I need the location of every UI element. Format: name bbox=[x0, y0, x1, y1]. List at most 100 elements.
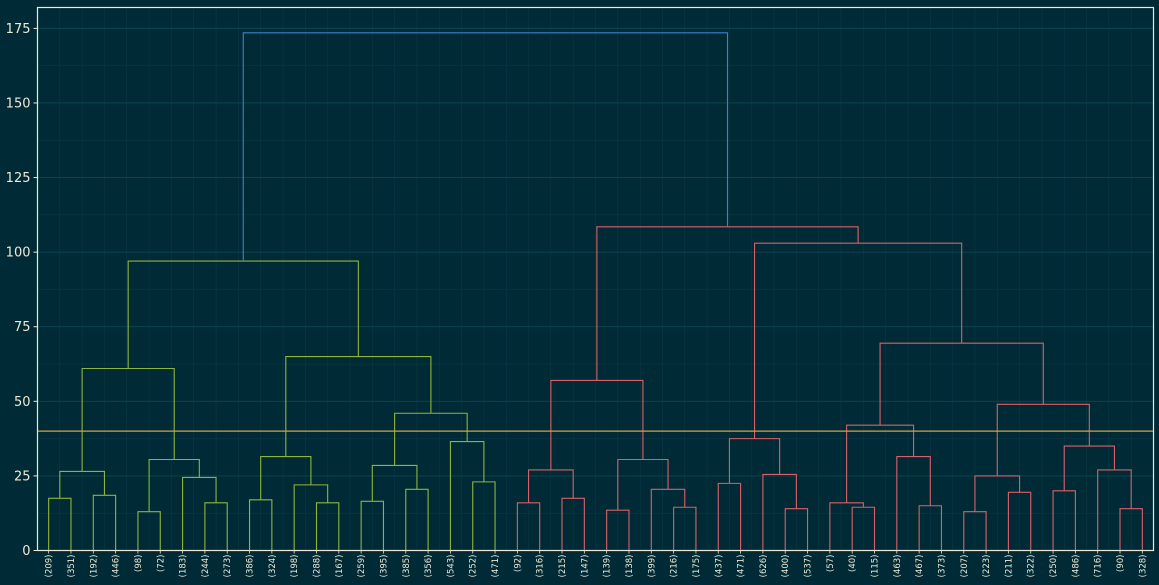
dendrogram-link bbox=[148, 458, 200, 512]
leaf-label: (244) bbox=[201, 555, 211, 578]
dendrogram-link bbox=[762, 473, 797, 551]
leaf-label: (183) bbox=[179, 555, 189, 578]
y-tick-label: 75 bbox=[14, 320, 31, 335]
y-tick-label: 150 bbox=[6, 96, 31, 111]
leaf-label: (259) bbox=[357, 555, 367, 578]
leaf-label: (223) bbox=[982, 555, 992, 578]
dendrogram-link bbox=[846, 424, 915, 503]
dendrogram-link bbox=[650, 488, 686, 551]
leaf-label: (356) bbox=[424, 555, 434, 578]
dendrogram-link bbox=[127, 260, 359, 369]
leaf-label: (373) bbox=[937, 555, 947, 578]
dendrogram-link bbox=[260, 455, 312, 500]
leaf-label: (198) bbox=[290, 555, 300, 578]
leaf-label: (215) bbox=[558, 555, 568, 578]
dendrogram-link bbox=[81, 367, 175, 472]
dendrogram-link bbox=[360, 500, 385, 551]
dendrogram-link bbox=[204, 502, 228, 551]
x-axis: (209) (351) (192) (446) (98) (72) (183) (244) (2… bbox=[45, 550, 1148, 578]
dendrogram-link bbox=[285, 356, 432, 457]
dendrogram-link bbox=[449, 441, 485, 551]
leaf-label: (395) bbox=[379, 555, 389, 578]
leaf-label: (463) bbox=[893, 555, 903, 578]
leaf-label: (322) bbox=[1027, 555, 1037, 578]
leaf-label: (324) bbox=[268, 555, 278, 578]
dendrogram-link bbox=[315, 502, 340, 551]
dendrogram-link bbox=[394, 412, 468, 466]
leaf-label: (626) bbox=[759, 555, 769, 578]
leaf-label: (273) bbox=[223, 555, 233, 578]
dendrogram-link bbox=[405, 488, 429, 551]
leaf-label: (211) bbox=[1004, 554, 1014, 577]
dendrogram-link bbox=[896, 455, 931, 551]
leaf-label: (138) bbox=[625, 555, 635, 578]
leaf-label: (192) bbox=[89, 555, 99, 578]
y-tick-label: 125 bbox=[6, 171, 31, 186]
leaf-label: (40) bbox=[848, 555, 858, 572]
dendrogram-link bbox=[1052, 490, 1076, 551]
dendrogram-link bbox=[728, 438, 781, 484]
leaf-label: (446) bbox=[112, 555, 122, 578]
dendrogram-link bbox=[182, 476, 217, 551]
leaf-label: (437) bbox=[714, 555, 724, 578]
leaf-label: (92) bbox=[513, 555, 523, 572]
leaf-label: (147) bbox=[580, 555, 590, 578]
y-axis: 0 25 50 75 100 125 150 175 bbox=[6, 22, 38, 559]
dendrogram-link bbox=[293, 484, 329, 551]
dendrogram-link bbox=[879, 342, 1044, 426]
dendrogram-link bbox=[606, 509, 630, 551]
leaf-label: (209) bbox=[45, 555, 55, 578]
y-tick-label: 50 bbox=[14, 395, 31, 410]
leaf-label: (543) bbox=[446, 555, 456, 578]
leaf-label: (351) bbox=[67, 555, 77, 578]
leaf-label: (328) bbox=[1138, 555, 1148, 578]
dendrogram-link bbox=[829, 502, 864, 551]
leaf-label: (288) bbox=[313, 555, 323, 578]
leaf-label: (139) bbox=[603, 555, 613, 578]
y-tick-label: 0 bbox=[22, 544, 30, 559]
plot-frame bbox=[36, 6, 1155, 552]
dendrogram-link bbox=[1097, 469, 1132, 551]
leaf-label: (115) bbox=[871, 555, 881, 578]
dendrogram-links bbox=[48, 32, 1143, 551]
dendrogram-link bbox=[242, 32, 729, 262]
leaf-label: (72) bbox=[156, 555, 166, 572]
leaf-label: (537) bbox=[804, 555, 814, 578]
leaf-label: (471) bbox=[491, 555, 501, 578]
y-tick-label: 175 bbox=[6, 22, 31, 37]
leaf-label: (167) bbox=[335, 555, 345, 578]
leaf-label: (399) bbox=[647, 555, 657, 578]
leaf-label: (400) bbox=[781, 555, 791, 578]
dendrogram-link bbox=[59, 470, 106, 499]
y-tick-label: 25 bbox=[14, 469, 31, 484]
grid bbox=[37, 7, 1154, 551]
dendrogram-link bbox=[617, 458, 669, 511]
dendrogram-link bbox=[1119, 508, 1143, 551]
dendrogram-link bbox=[784, 508, 809, 551]
leaf-label: (207) bbox=[960, 555, 970, 578]
leaf-label: (216) bbox=[670, 555, 680, 578]
leaf-label: (486) bbox=[1071, 555, 1081, 578]
leaf-label: (252) bbox=[469, 555, 479, 578]
leaf-label: (98) bbox=[134, 555, 144, 572]
leaf-label: (467) bbox=[915, 555, 925, 578]
leaf-label: (57) bbox=[826, 555, 836, 572]
leaf-label: (316) bbox=[536, 555, 546, 578]
leaf-label: (471) bbox=[737, 555, 747, 578]
dendrogram-link bbox=[1063, 445, 1115, 491]
y-tick-label: 100 bbox=[6, 246, 31, 261]
leaf-label: (386) bbox=[246, 555, 256, 578]
leaf-label: (716) bbox=[1094, 555, 1104, 578]
dendrogram-link bbox=[996, 403, 1090, 476]
leaf-label: (250) bbox=[1049, 555, 1059, 578]
leaf-label: (385) bbox=[402, 555, 412, 578]
dendrogram-link bbox=[717, 482, 742, 551]
leaf-label: (175) bbox=[692, 555, 702, 578]
dendrogram-link bbox=[550, 379, 644, 470]
leaf-label: (90) bbox=[1116, 555, 1126, 572]
dendrogram-link bbox=[92, 494, 117, 551]
dendrogram-link bbox=[516, 502, 541, 551]
dendrogram-link bbox=[753, 242, 963, 439]
dendrogram-link bbox=[371, 464, 418, 502]
